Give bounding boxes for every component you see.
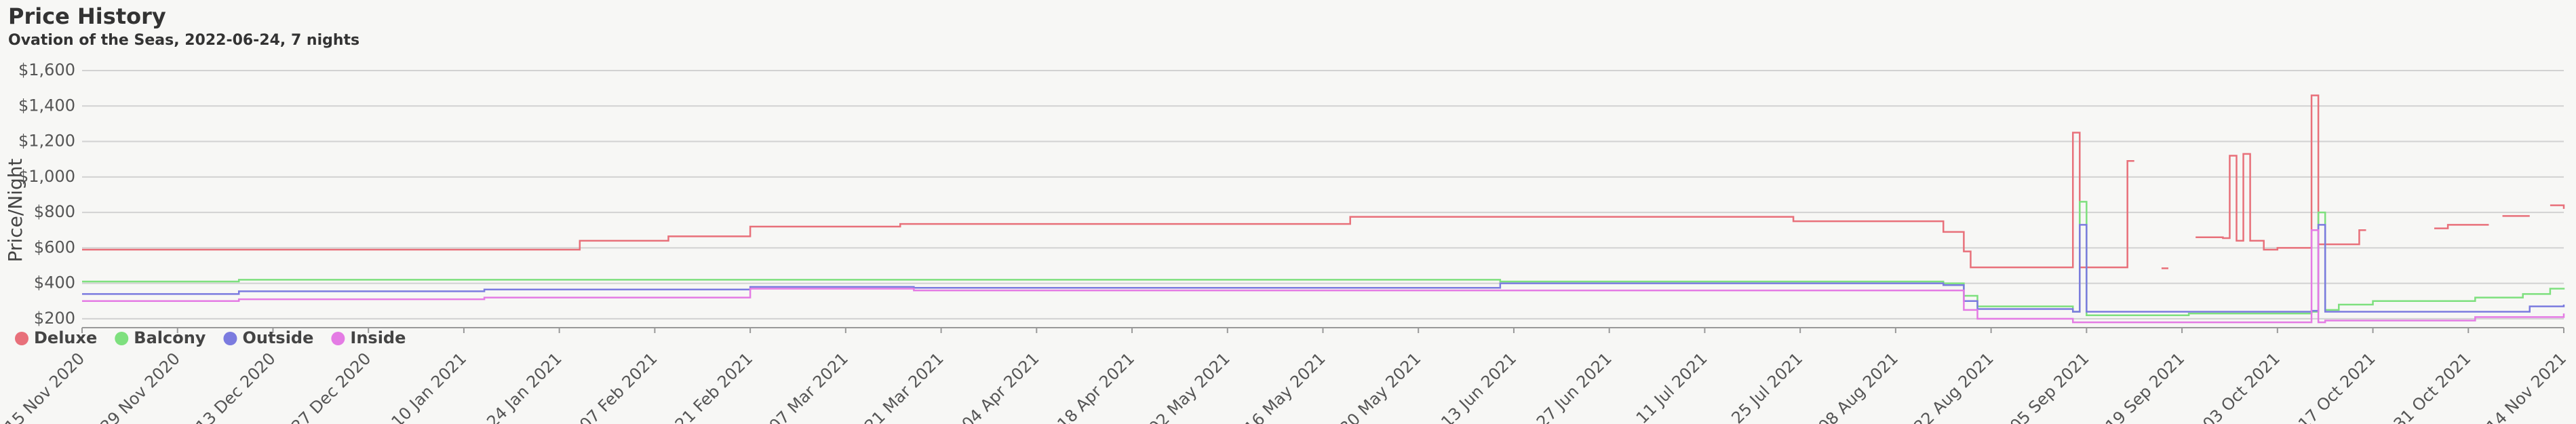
legend-label: Outside xyxy=(242,328,313,347)
y-tick-label: $1,600 xyxy=(18,60,75,79)
y-tick-label: $1,200 xyxy=(18,132,75,151)
x-tick-label: 30 May 2021 xyxy=(1336,349,1424,424)
x-tick-label: 21 Mar 2021 xyxy=(861,349,947,424)
chart-subtitle: Ovation of the Seas, 2022-06-24, 7 night… xyxy=(8,32,359,49)
legend-label: Inside xyxy=(350,328,406,347)
x-tick-label: 13 Dec 2020 xyxy=(192,349,279,424)
legend-label: Balcony xyxy=(134,328,206,347)
legend-swatch xyxy=(223,332,237,345)
x-tick-label: 31 Oct 2021 xyxy=(2390,349,2475,424)
y-tick-label: $1,400 xyxy=(18,96,75,115)
x-tick-label: 11 Jul 2021 xyxy=(1633,349,1711,424)
series-line xyxy=(82,201,2565,316)
series-line xyxy=(82,94,2565,269)
y-tick-label: $200 xyxy=(34,309,75,328)
x-tick-label: 02 May 2021 xyxy=(1146,349,1234,424)
x-tick-label: 16 May 2021 xyxy=(1241,349,1329,424)
x-tick-label: 13 Jun 2021 xyxy=(1437,349,1520,424)
legend-swatch xyxy=(115,332,129,345)
x-tick-label: 10 Jan 2021 xyxy=(388,349,471,424)
x-tick-label: 07 Mar 2021 xyxy=(766,349,852,424)
x-tick-label: 05 Sep 2021 xyxy=(2006,349,2092,424)
x-tick-label: 15 Nov 2020 xyxy=(1,349,88,424)
x-tick-label: 04 Apr 2021 xyxy=(958,349,1043,424)
x-tick-label: 27 Dec 2020 xyxy=(288,349,374,424)
x-tick-label: 17 Oct 2021 xyxy=(2295,349,2379,424)
x-tick-label: 08 Aug 2021 xyxy=(1815,349,1902,424)
x-tick-label: 22 Aug 2021 xyxy=(1910,349,1997,424)
x-tick-label: 21 Feb 2021 xyxy=(671,349,756,424)
y-tick-label: $600 xyxy=(34,237,75,256)
y-axis-label: Price/Night xyxy=(4,159,26,263)
x-tick-label: 03 Oct 2021 xyxy=(2199,349,2284,424)
x-tick-label: 25 Jul 2021 xyxy=(1728,349,1806,424)
legend-label: Deluxe xyxy=(34,328,97,347)
y-tick-label: $400 xyxy=(34,273,75,292)
legend-swatch xyxy=(331,332,345,345)
y-tick-label: $1,000 xyxy=(18,167,75,186)
x-tick-label: 29 Nov 2020 xyxy=(96,349,183,424)
chart-title: Price History xyxy=(8,3,166,29)
x-tick-label: 19 Sep 2021 xyxy=(2102,349,2188,424)
legend-swatch xyxy=(15,332,28,345)
y-tick-label: $800 xyxy=(34,202,75,221)
x-tick-label: 27 Jun 2021 xyxy=(1533,349,1616,424)
x-tick-label: 24 Jan 2021 xyxy=(483,349,566,424)
series-line xyxy=(82,229,2565,324)
x-tick-label: 14 Nov 2021 xyxy=(2483,349,2570,424)
x-tick-label: 07 Feb 2021 xyxy=(576,349,661,424)
x-tick-label: 18 Apr 2021 xyxy=(1053,349,1138,424)
